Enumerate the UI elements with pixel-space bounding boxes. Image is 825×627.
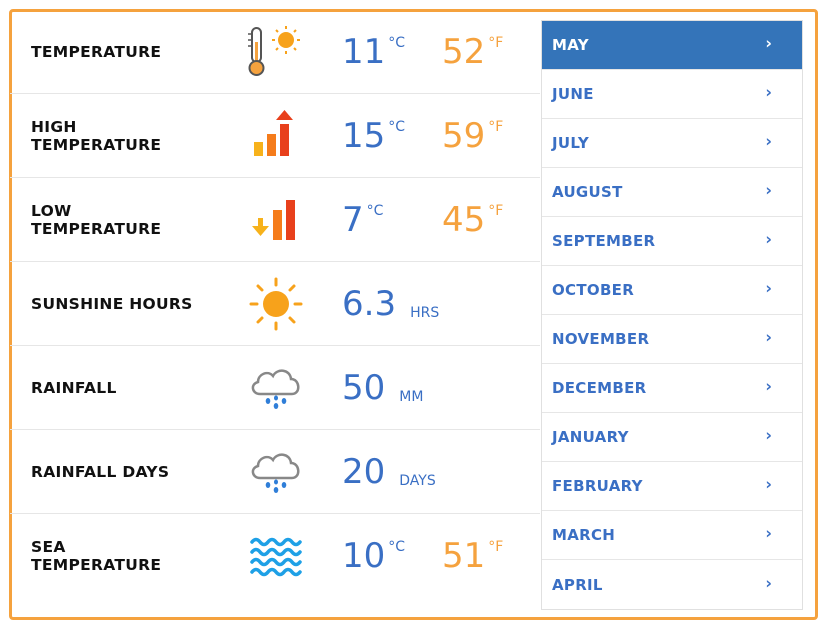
month-item-november[interactable]: NOVEMBER › (542, 315, 802, 364)
stat-row-temperature: TEMPERATURE 11 °C 52 °F (10, 10, 540, 94)
chevron-right-icon: › (765, 229, 772, 249)
chevron-right-icon: › (765, 327, 772, 347)
stat-label: TEMPERATURE (31, 42, 162, 61)
value-celsius: 15 °C (342, 115, 406, 156)
stat-row-low-temperature: LOW TEMPERATURE 7 °C 45 °F (10, 178, 540, 262)
sun-icon (246, 276, 306, 332)
stat-label: SUNSHINE HOURS (31, 294, 193, 313)
low-temperature-bars-icon (246, 192, 306, 248)
chevron-right-icon: › (765, 33, 772, 53)
stat-label: RAINFALL DAYS (31, 462, 170, 481)
value-celsius: 7 °C (342, 199, 384, 240)
rain-cloud-icon (246, 360, 306, 416)
chevron-right-icon: › (765, 278, 772, 298)
stat-row-high-temperature: HIGH TEMPERATURE 15 °C 59 °F (10, 94, 540, 178)
month-item-august[interactable]: AUGUST › (542, 168, 802, 217)
stat-row-rainfall: RAINFALL 50 MM (10, 346, 540, 430)
month-item-september[interactable]: SEPTEMBER › (542, 217, 802, 266)
chevron-right-icon: › (765, 376, 772, 396)
chevron-right-icon: › (765, 523, 772, 543)
month-item-april[interactable]: APRIL › (552, 573, 772, 594)
month-item-october[interactable]: OCTOBER › (542, 266, 802, 315)
value-fahrenheit: 51 °F (442, 536, 504, 576)
thermometer-sun-icon (246, 24, 306, 80)
chevron-right-icon: › (765, 573, 772, 593)
month-list: MAY › JUNE › JULY › AUGUST › SEPTEMBER › OCTO… (541, 20, 803, 610)
value-rainfall-days: 20 DAYS (342, 451, 436, 492)
month-item-march[interactable]: MARCH › (542, 511, 802, 560)
stat-row-sunshine-hours: SUNSHINE HOURS 6.3 HRS (10, 262, 540, 346)
chevron-right-icon: › (765, 180, 772, 200)
chevron-right-icon: › (765, 82, 772, 102)
value-rainfall: 50 MM (342, 367, 424, 408)
rain-cloud-icon (246, 444, 306, 500)
stat-label: HIGH TEMPERATURE (31, 117, 162, 154)
chevron-right-icon: › (765, 131, 772, 151)
value-fahrenheit: 45 °F (442, 199, 504, 240)
climate-panel-frame (9, 9, 818, 620)
stat-row-rainfall-days: RAINFALL DAYS 20 DAYS (10, 430, 540, 514)
stat-label: RAINFALL (31, 378, 117, 397)
chevron-right-icon: › (765, 425, 772, 445)
value-fahrenheit: 59 °F (442, 115, 504, 156)
waves-icon (246, 528, 306, 584)
month-item-may[interactable]: MAY › (542, 21, 802, 70)
month-item-february[interactable]: FEBRUARY › (542, 462, 802, 511)
stat-row-sea-temperature: SEA TEMPERATURE 10 °C 51 °F (10, 514, 540, 598)
high-temperature-bars-icon (246, 108, 306, 164)
value-celsius: 11 °C (342, 31, 406, 72)
chevron-right-icon: › (765, 474, 772, 494)
stat-label: SEA TEMPERATURE (31, 538, 162, 574)
value-celsius: 10 °C (342, 536, 406, 576)
month-item-december[interactable]: DECEMBER › (542, 364, 802, 413)
month-item-january[interactable]: JANUARY › (542, 413, 802, 462)
month-item-july[interactable]: JULY › (542, 119, 802, 168)
stat-label: LOW TEMPERATURE (31, 201, 162, 238)
value-fahrenheit: 52 °F (442, 31, 504, 72)
climate-stats: TEMPERATURE 11 °C 52 °F HIGH TE (10, 10, 540, 598)
value-sunshine: 6.3 HRS (342, 283, 440, 324)
month-item-june[interactable]: JUNE › (542, 70, 802, 119)
